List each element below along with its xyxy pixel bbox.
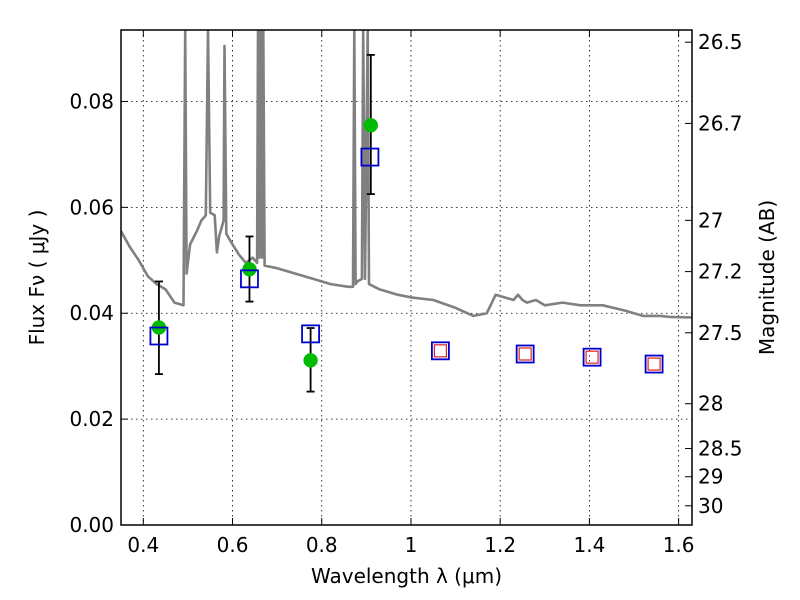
model-flux-square xyxy=(240,269,259,289)
y2-tick-label: 26.5 xyxy=(698,30,743,54)
model-spectrum-line xyxy=(121,30,692,319)
predicted-flux-square xyxy=(647,357,661,371)
x-tick-label: 1 xyxy=(405,533,418,557)
x-axis-label: Wavelength λ (μm) xyxy=(311,564,502,588)
model-flux-square xyxy=(431,341,450,361)
y2-tick-label: 26.7 xyxy=(698,111,743,135)
y2-tick-label: 27.5 xyxy=(698,321,743,345)
y2-tick-label: 28 xyxy=(698,392,723,416)
observed-flux-point xyxy=(242,262,257,277)
x-tick-label: 0.4 xyxy=(127,533,159,557)
plot-series xyxy=(121,30,692,393)
observed-flux-point xyxy=(303,353,318,368)
axis-ticks: 0.4 0.6 0.8 1 1.2 1.4 1.6 0.00 0.02 0.04 0.06 0.08 2… xyxy=(69,30,743,557)
y-tick-label: 0.02 xyxy=(69,407,114,431)
y-tick-label: 0.04 xyxy=(69,301,114,325)
y-tick-label: 0.06 xyxy=(69,195,114,219)
x-tick-label: 0.6 xyxy=(217,533,249,557)
y2-tick-label: 27 xyxy=(698,208,723,232)
x-tick-label: 1.2 xyxy=(484,533,516,557)
plot-area xyxy=(121,30,692,393)
predicted-flux-square xyxy=(585,350,599,364)
x-tick-label: 0.8 xyxy=(306,533,338,557)
predicted-flux-square xyxy=(518,347,532,361)
y2-tick-label: 28.5 xyxy=(698,436,743,460)
observed-flux-point xyxy=(363,118,379,133)
y2-tick-label: 30 xyxy=(698,494,723,518)
y-tick-label: 0.08 xyxy=(69,89,114,113)
model-flux-square xyxy=(149,326,169,346)
model-flux-square xyxy=(644,354,664,374)
model-flux-square xyxy=(360,147,380,167)
model-flux-square xyxy=(582,347,602,367)
model-flux-square xyxy=(301,324,320,344)
y2-axis-label: Magnitude (AB) xyxy=(755,200,779,355)
y-axis-label: Flux Fν ( μJy ) xyxy=(25,210,49,346)
predicted-flux-square xyxy=(433,344,448,358)
model-flux-square xyxy=(515,344,535,364)
y2-tick-label: 29 xyxy=(698,465,723,489)
y-tick-label: 0.00 xyxy=(69,513,114,537)
y2-tick-label: 27.2 xyxy=(698,260,743,284)
x-tick-label: 1.6 xyxy=(663,533,695,557)
plot-frame xyxy=(120,29,693,526)
x-tick-label: 1.4 xyxy=(573,533,605,557)
